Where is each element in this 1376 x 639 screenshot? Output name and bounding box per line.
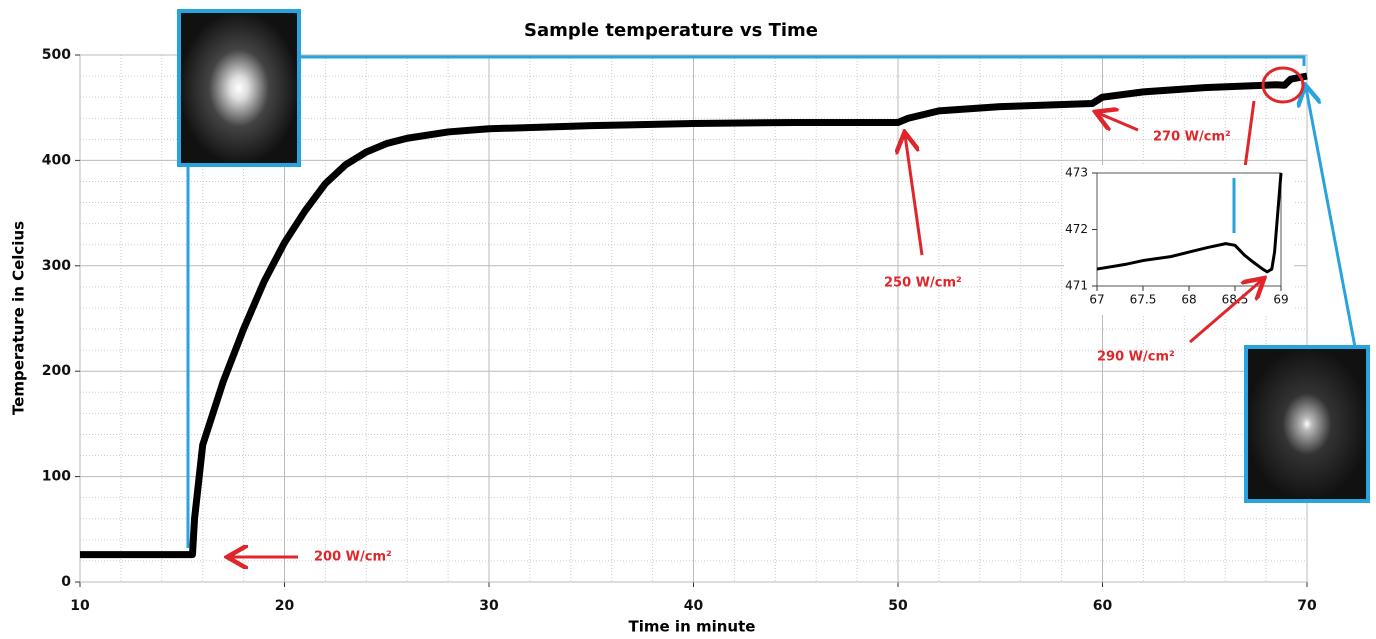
data-line (1096, 172, 1283, 274)
annotation: 250 W/cm² (884, 276, 962, 291)
x-axis-label: Time in minute (629, 618, 756, 636)
x-tick-label: 67 (1089, 293, 1104, 307)
image-thumbnail (177, 9, 301, 167)
x-tick-label: 40 (684, 598, 704, 614)
y-tick-label: 473 (1065, 166, 1088, 180)
annotation: 200 W/cm² (314, 550, 392, 565)
y-tick-label: 400 (42, 152, 71, 168)
y-tick-label: 500 (42, 47, 71, 63)
annotation: 290 W/cm² (1097, 350, 1175, 365)
image-thumbnail (1244, 345, 1370, 503)
y-tick-label: 472 (1065, 222, 1088, 236)
annotation: 270 W/cm² (1153, 130, 1231, 145)
decorations (1189, 178, 1262, 344)
y-tick-label: 300 (42, 258, 71, 274)
x-tick-label: 67.5 (1130, 293, 1157, 307)
chart-title: Sample temperature vs Time (524, 20, 818, 41)
x-tick-label: 20 (275, 598, 295, 614)
y-tick-label: 100 (42, 469, 71, 485)
data-line (80, 72, 1308, 559)
x-tick-label: 68 (1181, 293, 1196, 307)
plot-area (1096, 172, 1282, 287)
x-tick-label: 70 (1297, 598, 1317, 614)
y-tick-label: 471 (1065, 279, 1088, 293)
y-tick-label: 0 (61, 574, 71, 590)
x-tick-label: 30 (479, 598, 499, 614)
decorations (177, 9, 1370, 557)
x-tick-label: 69 (1273, 293, 1288, 307)
x-tick-label: 50 (888, 598, 908, 614)
x-tick-label: 10 (70, 598, 90, 614)
y-tick-label: 200 (42, 363, 71, 379)
x-tick-label: 60 (1093, 598, 1113, 614)
y-axis-label: Temperature in Celcius (10, 221, 28, 415)
